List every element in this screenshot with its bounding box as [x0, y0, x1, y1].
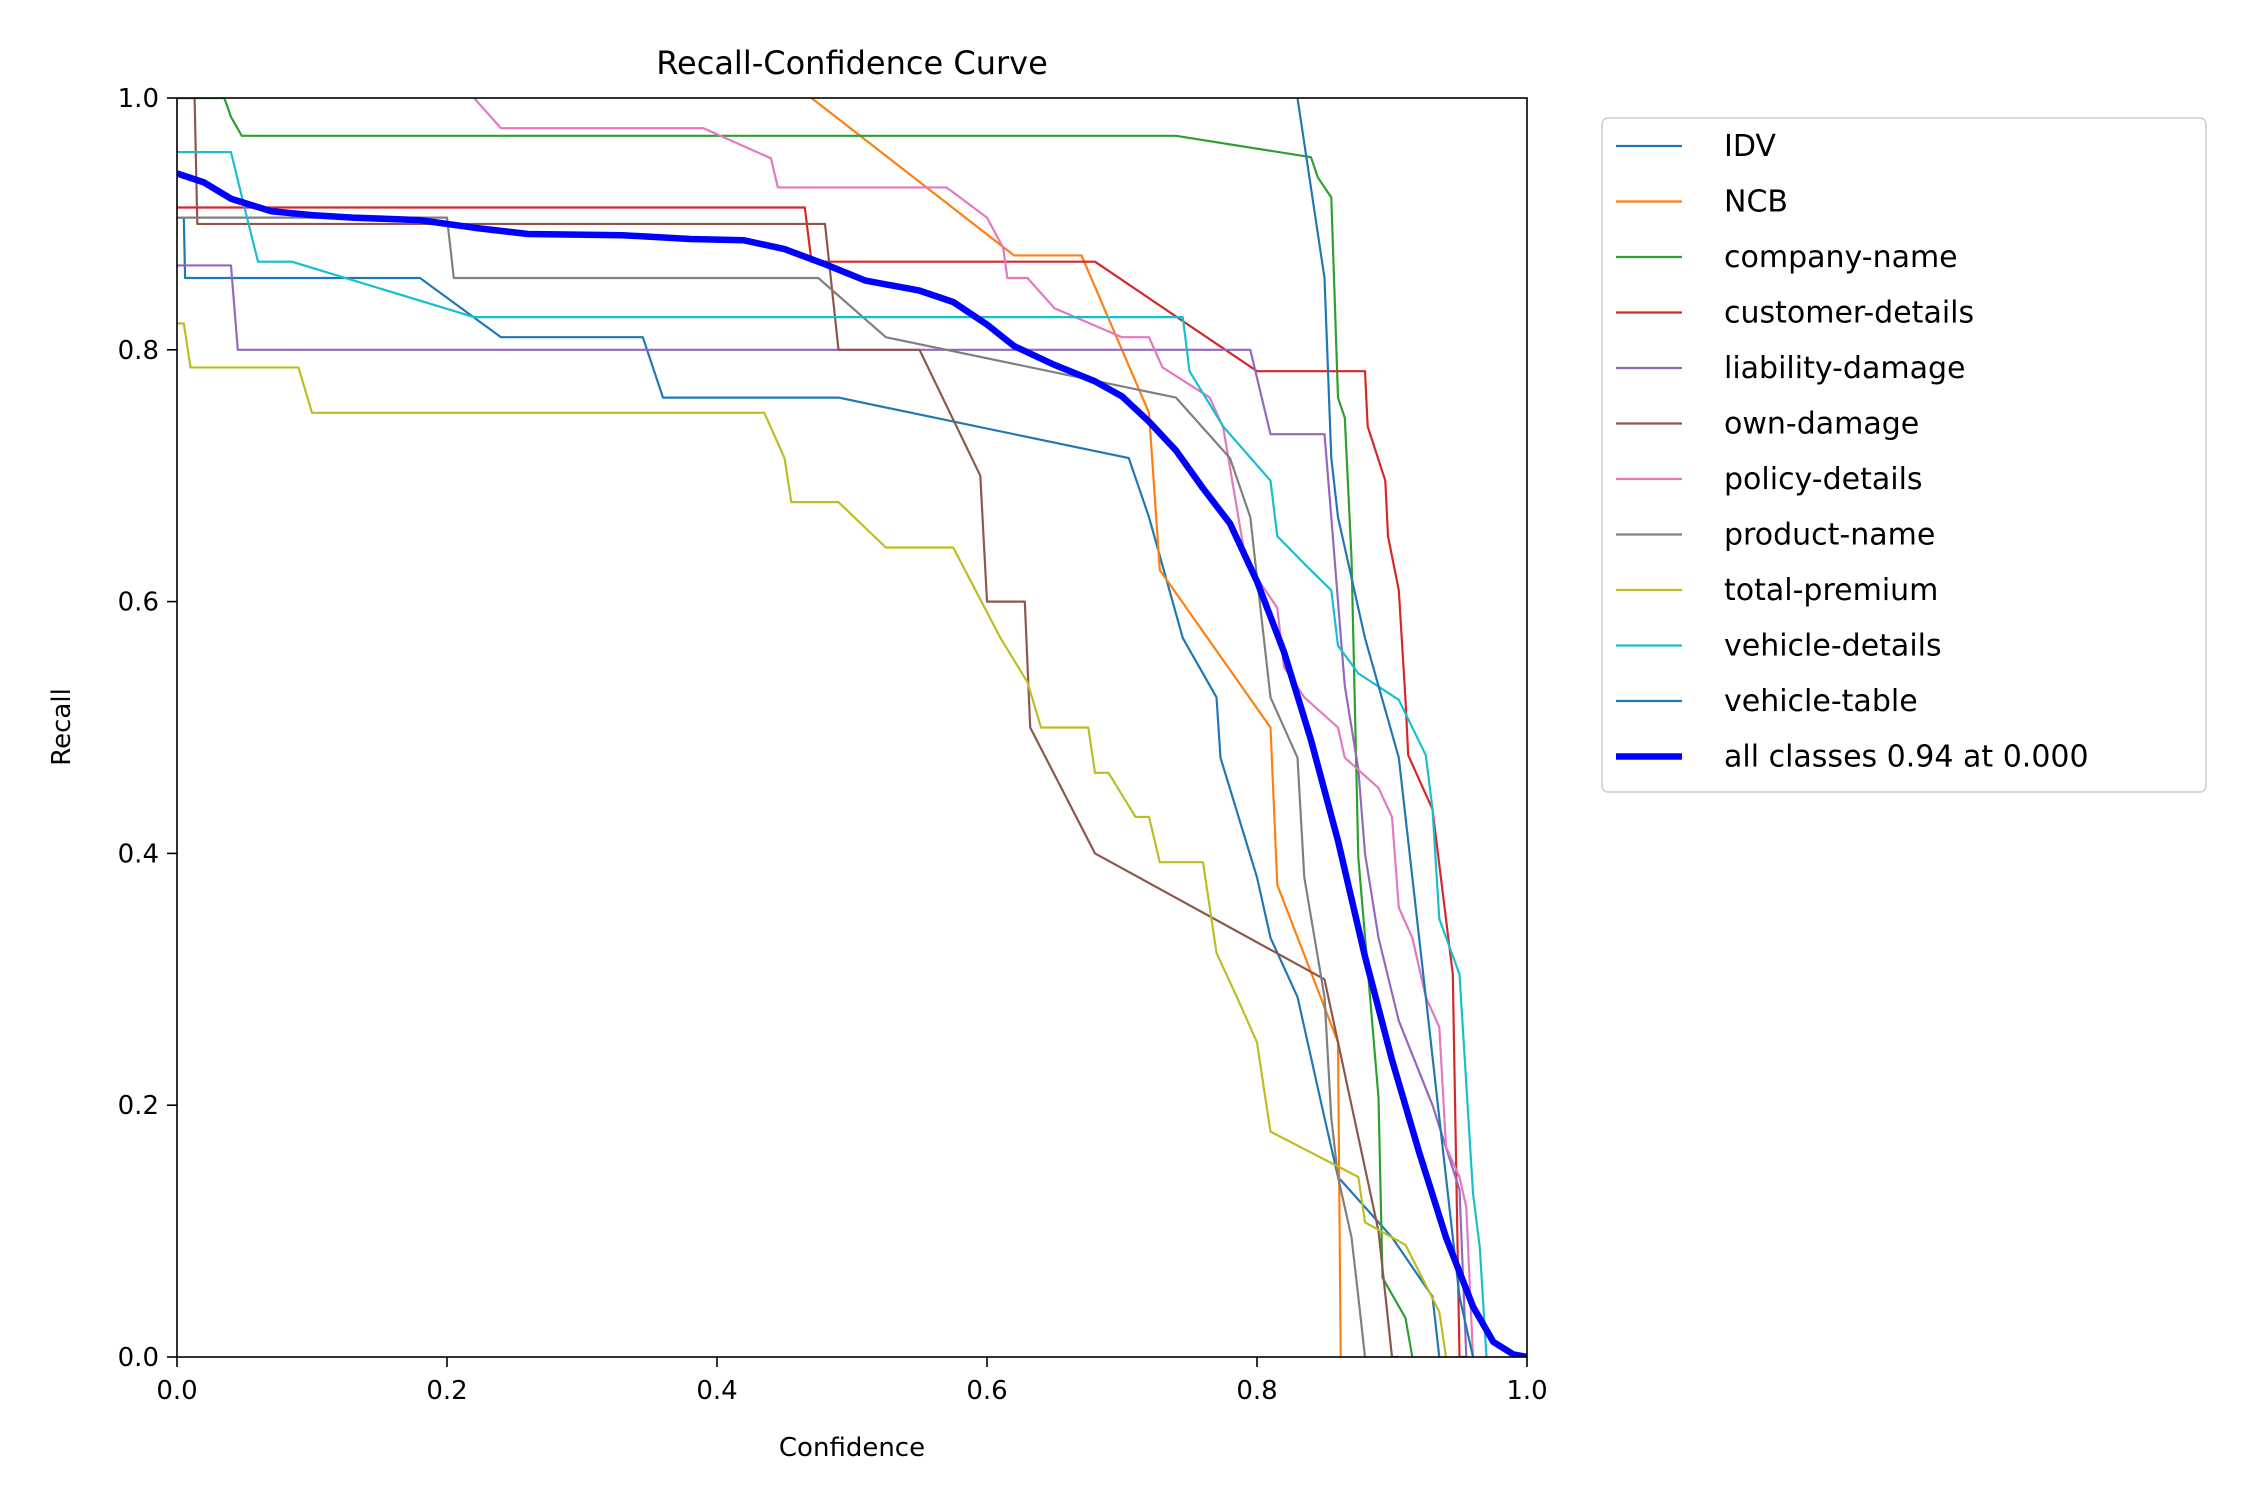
legend-label-vehicle-table: vehicle-table	[1724, 684, 1918, 719]
chart-title: Recall-Confidence Curve	[656, 44, 1048, 82]
x-tick-label: 0.4	[696, 1376, 737, 1406]
series-line-company-name	[177, 98, 1414, 1357]
series-layer	[177, 98, 1527, 1357]
legend-label-own-damage: own-damage	[1724, 407, 1919, 442]
x-tick-label: 0.0	[156, 1376, 197, 1406]
x-tick-label: 0.8	[1236, 1376, 1277, 1406]
series-line-idv	[177, 216, 1441, 1357]
series-line-liability-damage	[177, 264, 1468, 1357]
y-tick-label: 0.0	[118, 1343, 159, 1373]
legend-label-vehicle-details: vehicle-details	[1724, 629, 1942, 664]
legend: IDV NCB company-name customer-details liabil…	[1601, 117, 2207, 793]
x-tick-label: 0.2	[426, 1376, 467, 1406]
x-tick-label: 0.6	[966, 1376, 1007, 1406]
x-tick-label: 1.0	[1506, 1376, 1547, 1406]
plot-frame	[176, 97, 1528, 1358]
legend-frame	[1601, 117, 2207, 793]
series-line-product-name	[177, 216, 1367, 1357]
legend-label-policy-details: policy-details	[1724, 462, 1923, 497]
y-tick-label: 0.2	[118, 1091, 159, 1121]
legend-label-total-premium: total-premium	[1724, 573, 1938, 608]
legend-label-idv: IDV	[1724, 129, 1776, 164]
legend-label-customer-details: customer-details	[1724, 296, 1974, 331]
series-line-vehicle-table	[1296, 98, 1475, 1357]
legend-label-liability-damage: liability-damage	[1724, 351, 1965, 386]
y-tick-label: 1.0	[118, 84, 159, 114]
y-tick-label: 0.8	[118, 336, 159, 366]
y-tick-label: 0.4	[118, 839, 159, 869]
x-axis: 0.0 0.2 0.4 0.6 0.8 1.0	[156, 1357, 1548, 1406]
series-line-customer-details	[177, 206, 1467, 1357]
series-line-ncb	[810, 98, 1342, 1357]
series-line-total-premium	[177, 322, 1448, 1357]
legend-label-product-name: product-name	[1724, 518, 1935, 553]
legend-label-all-classes-0-94-at-0-000: all classes 0.94 at 0.000	[1724, 740, 2089, 775]
y-axis-label: Recall	[47, 688, 77, 766]
legend-label-ncb: NCB	[1724, 185, 1788, 220]
series-line-own-damage	[177, 98, 1399, 1357]
y-tick-label: 0.6	[118, 588, 159, 618]
x-axis-label: Confidence	[779, 1433, 925, 1463]
series-line-all-classes-0-94-at-0-000	[177, 170, 1527, 1357]
legend-label-company-name: company-name	[1724, 240, 1958, 275]
y-axis: 0.0 0.2 0.4 0.6 0.8 1.0	[118, 84, 177, 1373]
series-line-vehicle-details	[177, 151, 1488, 1357]
